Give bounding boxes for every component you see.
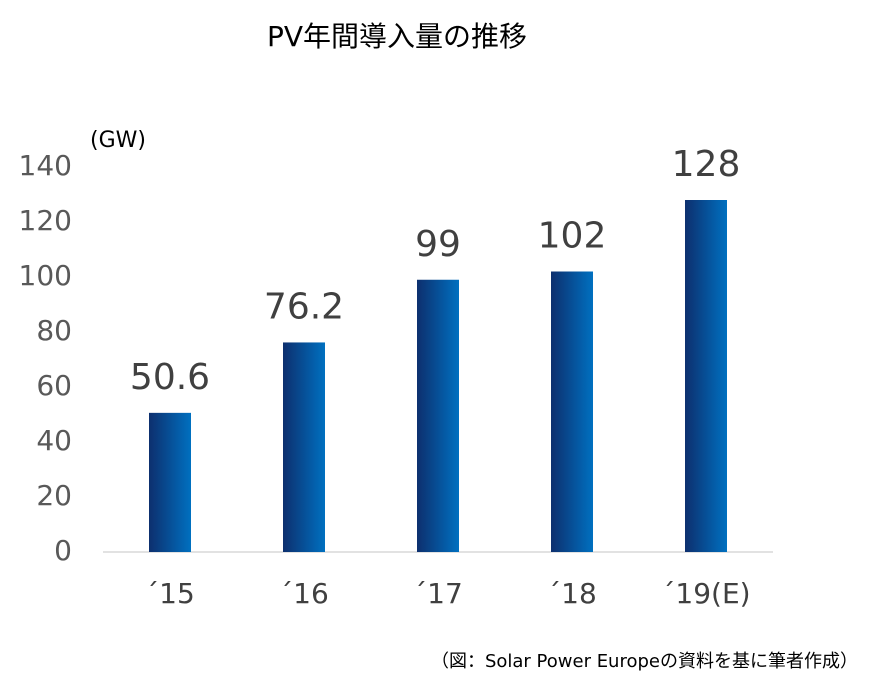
value-label: 76.2 <box>264 286 344 327</box>
chart-title: PV年間導入量の推移 <box>267 20 527 53</box>
y-tick-label: 100 <box>19 259 72 292</box>
bar <box>551 271 593 552</box>
value-label: 102 <box>538 216 607 257</box>
value-label: 50.6 <box>130 357 210 398</box>
y-axis-unit: (GW) <box>90 128 146 153</box>
value-label: 128 <box>672 144 741 185</box>
value-label: 99 <box>415 224 461 265</box>
y-tick-label: 20 <box>36 479 72 512</box>
y-tick-label: 140 <box>19 149 72 182</box>
x-tick-label: ´17 <box>413 577 463 610</box>
source-note: （図：Solar Power Europeの資料を基に筆者作成） <box>431 651 858 672</box>
y-tick-label: 60 <box>36 369 72 402</box>
bar <box>417 279 459 552</box>
y-tick-label: 120 <box>19 204 72 237</box>
x-tick-label: ´15 <box>145 577 195 610</box>
bar <box>149 412 191 552</box>
x-tick-label: ´16 <box>279 577 329 610</box>
bar <box>685 200 727 552</box>
x-tick-label: ´18 <box>547 577 597 610</box>
y-tick-label: 40 <box>36 424 72 457</box>
bar <box>283 342 325 552</box>
y-tick-label: 0 <box>54 534 72 567</box>
x-tick-label: ´19(E) <box>661 577 750 610</box>
y-tick-label: 80 <box>36 314 72 347</box>
